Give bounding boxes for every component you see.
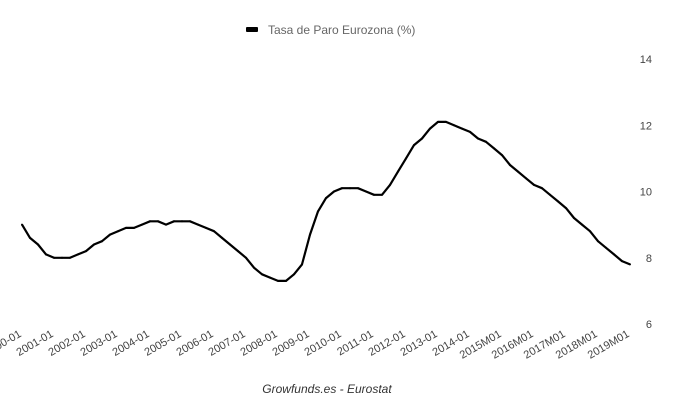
data-point: [53, 256, 55, 259]
y-tick-label: 8: [646, 253, 652, 265]
data-point: [461, 127, 463, 130]
data-point: [469, 130, 471, 133]
data-point: [525, 177, 527, 180]
data-point: [325, 197, 327, 200]
data-point: [565, 207, 567, 210]
data-point: [21, 223, 23, 226]
data-point: [405, 157, 407, 160]
data-point: [269, 276, 271, 279]
data-point: [477, 137, 479, 140]
data-point: [389, 183, 391, 186]
data-point: [613, 253, 615, 256]
data-point: [629, 263, 631, 266]
data-point: [133, 226, 135, 229]
data-point: [429, 127, 431, 130]
data-point: [165, 223, 167, 226]
y-tick-label: 6: [646, 319, 652, 331]
data-point: [373, 193, 375, 196]
y-tick-label: 10: [640, 187, 652, 199]
source-caption: Growfunds.es - Eurostat: [262, 382, 392, 396]
data-point: [453, 124, 455, 127]
data-point: [397, 170, 399, 173]
data-point: [309, 233, 311, 236]
data-point: [317, 210, 319, 213]
legend-swatch: [246, 27, 258, 32]
data-point: [245, 256, 247, 259]
data-point: [501, 154, 503, 157]
data-point: [253, 266, 255, 269]
data-point: [293, 273, 295, 276]
data-point: [109, 233, 111, 236]
data-point: [37, 243, 39, 246]
data-point: [117, 230, 119, 233]
data-point: [301, 263, 303, 266]
data-point: [557, 200, 559, 203]
data-point: [541, 187, 543, 190]
y-tick-label: 12: [640, 120, 652, 132]
data-point: [589, 230, 591, 233]
data-point: [101, 240, 103, 243]
data-point: [581, 223, 583, 226]
data-point: [157, 220, 159, 223]
data-point: [413, 144, 415, 147]
data-point: [437, 120, 439, 123]
data-point: [597, 240, 599, 243]
data-point: [333, 190, 335, 193]
data-point: [381, 193, 383, 196]
data-point: [197, 223, 199, 226]
data-point: [85, 250, 87, 253]
data-point: [277, 279, 279, 282]
data-point: [237, 250, 239, 253]
data-point: [365, 190, 367, 193]
data-point: [149, 220, 151, 223]
x-tick-label: 2010-01: [303, 328, 344, 359]
data-point: [341, 187, 343, 190]
data-point: [445, 120, 447, 123]
chart-legend: Tasa de Paro Eurozona (%): [246, 23, 415, 37]
data-point: [45, 253, 47, 256]
data-point: [125, 226, 127, 229]
series-line-tasa-de-paro: [21, 120, 631, 282]
data-point: [181, 220, 183, 223]
data-point: [285, 279, 287, 282]
data-point: [621, 260, 623, 263]
data-point: [573, 217, 575, 219]
data-point: [605, 246, 607, 249]
data-point: [533, 183, 535, 186]
data-point: [173, 220, 175, 223]
y-axis-ticks: 6 8 10 12 14: [640, 54, 652, 331]
data-point: [69, 256, 71, 259]
data-point: [517, 170, 519, 173]
data-point: [141, 223, 143, 226]
data-point: [485, 140, 487, 143]
data-point: [421, 137, 423, 140]
data-point: [509, 164, 511, 166]
data-point: [357, 187, 359, 190]
data-point: [189, 220, 191, 223]
data-point: [493, 147, 495, 150]
data-point: [29, 236, 31, 239]
series-layer: [21, 120, 631, 282]
data-point: [77, 253, 79, 256]
data-point: [213, 230, 215, 233]
data-point: [549, 193, 551, 196]
data-point: [205, 226, 207, 229]
data-point: [349, 187, 351, 190]
data-point: [93, 243, 95, 246]
data-point: [61, 256, 63, 259]
data-point: [221, 236, 223, 239]
legend-label: Tasa de Paro Eurozona (%): [268, 23, 415, 37]
data-point: [261, 273, 263, 276]
y-tick-label: 14: [640, 54, 652, 66]
x-axis-ticks: 2000-012001-012002-012003-012004-012005-…: [0, 328, 632, 361]
data-point: [229, 243, 231, 246]
